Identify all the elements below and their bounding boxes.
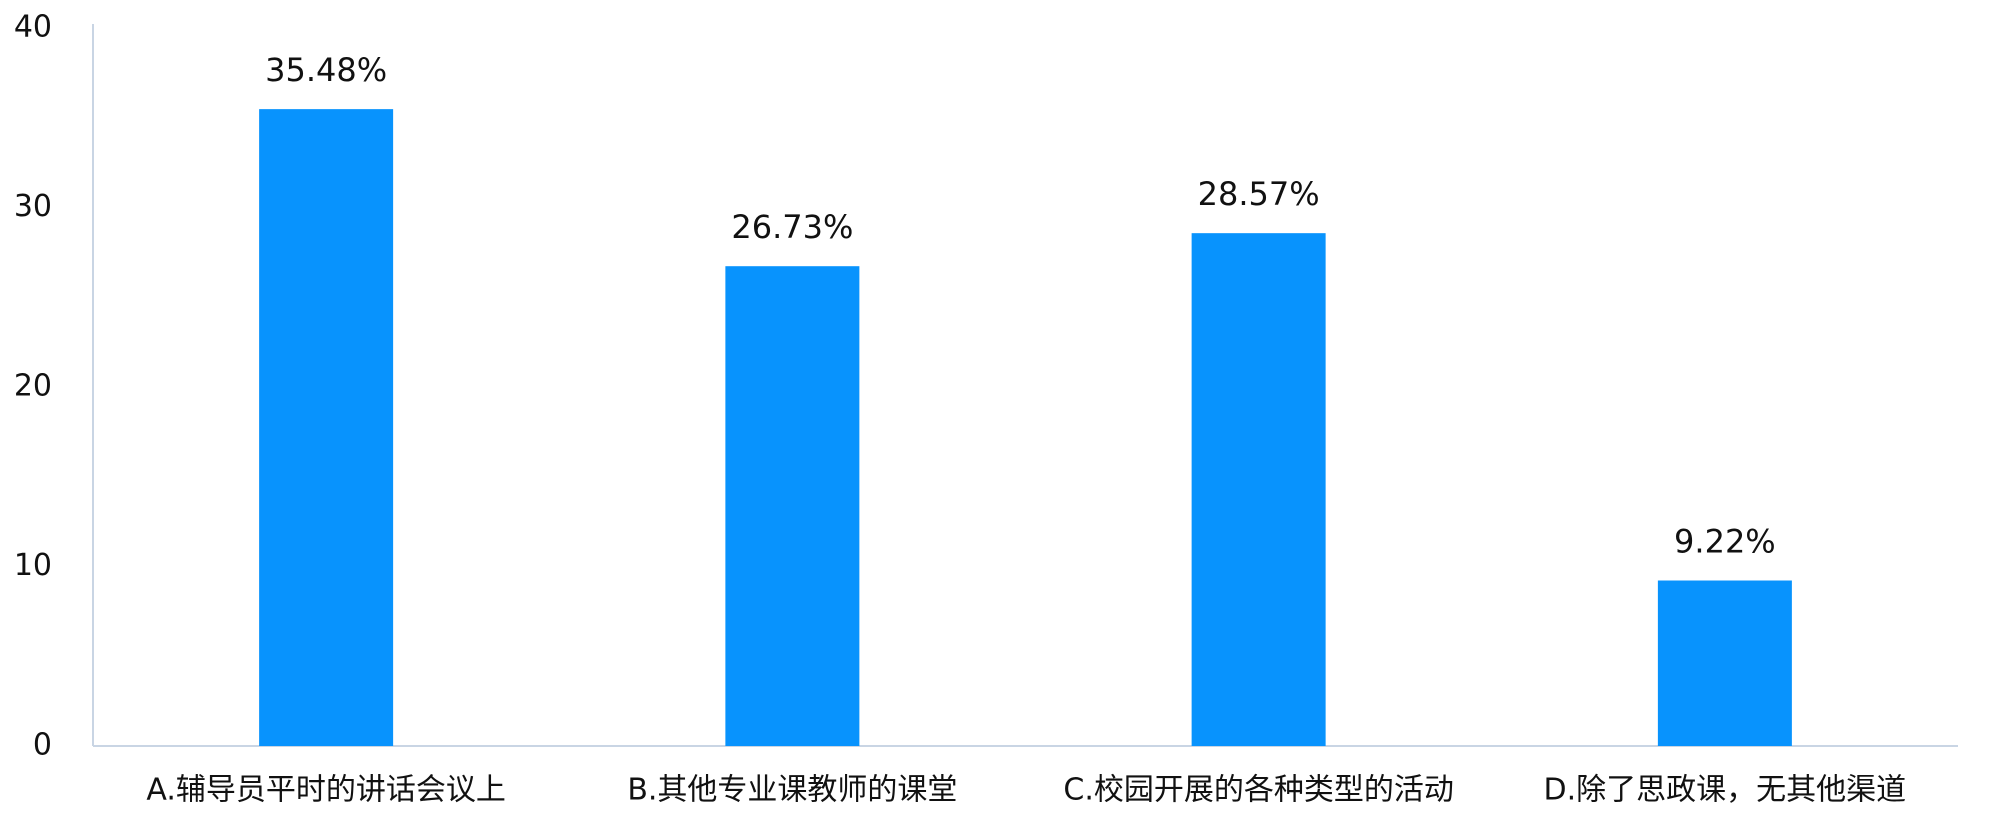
y-tick-label: 0 <box>33 728 52 763</box>
x-tick-label: C.校园开展的各种类型的活动 <box>1063 773 1453 808</box>
bar <box>259 109 394 746</box>
value-label: 26.73% <box>731 208 853 246</box>
value-label: 9.22% <box>1674 523 1776 561</box>
y-tick-label: 40 <box>14 10 52 45</box>
value-label: 28.57% <box>1198 175 1320 213</box>
y-tick-label: 30 <box>14 189 52 224</box>
x-tick-label: A.辅导员平时的讲话会议上 <box>146 773 506 808</box>
y-tick-label: 20 <box>14 369 52 404</box>
x-tick-label: D.除了思政课，无其他渠道 <box>1544 773 1907 808</box>
bar <box>725 266 860 746</box>
x-tick-label: B.其他专业课教师的课堂 <box>627 773 957 808</box>
y-tick-label: 10 <box>14 548 52 583</box>
value-label: 35.48% <box>265 51 387 89</box>
bar <box>1191 233 1326 746</box>
bar <box>1657 580 1792 746</box>
